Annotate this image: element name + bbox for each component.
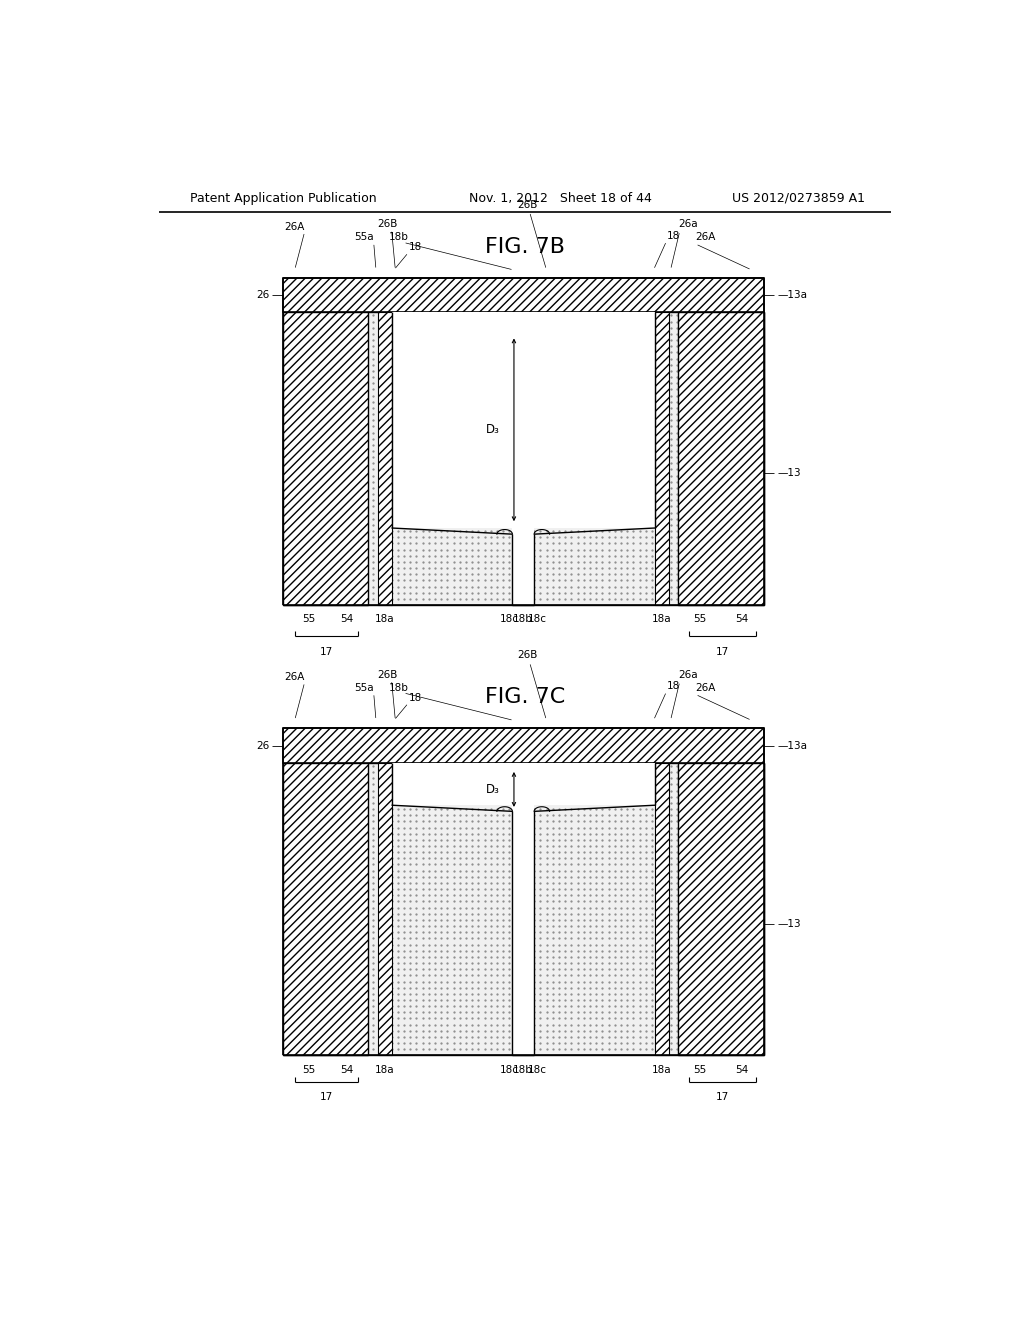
Text: 54: 54 xyxy=(340,1065,353,1074)
Bar xyxy=(283,763,764,1056)
Bar xyxy=(283,729,764,763)
Bar xyxy=(283,763,369,1056)
Bar xyxy=(391,313,655,528)
Text: 55a: 55a xyxy=(354,682,374,693)
Bar xyxy=(512,801,535,1056)
Text: 26B: 26B xyxy=(378,669,397,680)
Bar xyxy=(283,313,764,605)
Bar xyxy=(678,313,764,605)
Bar xyxy=(283,313,369,605)
Text: 18: 18 xyxy=(667,231,680,240)
Text: 17: 17 xyxy=(716,647,729,656)
Text: 18b: 18b xyxy=(513,1065,534,1074)
Text: 18a: 18a xyxy=(652,614,672,624)
Text: 18b: 18b xyxy=(513,614,534,624)
Text: —13: —13 xyxy=(777,919,801,929)
Text: 18c: 18c xyxy=(527,1065,547,1074)
Text: 26A: 26A xyxy=(285,672,305,682)
Text: 26B: 26B xyxy=(517,651,538,660)
Bar xyxy=(391,763,655,805)
Text: 26A: 26A xyxy=(285,222,305,231)
Text: US 2012/0273859 A1: US 2012/0273859 A1 xyxy=(732,191,865,205)
Text: 18c: 18c xyxy=(500,614,519,624)
Text: 26A: 26A xyxy=(695,682,716,693)
Text: —13a: —13a xyxy=(777,741,808,751)
Text: 54: 54 xyxy=(735,614,749,624)
Text: 54: 54 xyxy=(340,614,353,624)
Text: FIG. 7C: FIG. 7C xyxy=(484,688,565,708)
Text: 55a: 55a xyxy=(354,232,374,243)
Text: 26: 26 xyxy=(256,290,269,300)
Text: FIG. 7B: FIG. 7B xyxy=(484,238,565,257)
Text: 18b: 18b xyxy=(389,682,410,693)
Bar xyxy=(378,313,391,605)
Text: —13: —13 xyxy=(777,469,801,478)
Text: 18: 18 xyxy=(667,681,680,692)
Text: 26a: 26a xyxy=(678,219,698,230)
Text: Patent Application Publication: Patent Application Publication xyxy=(190,191,377,205)
Bar xyxy=(655,763,669,1056)
Text: 55: 55 xyxy=(302,1065,315,1074)
Text: 17: 17 xyxy=(319,1093,333,1102)
Text: 18c: 18c xyxy=(527,614,547,624)
Text: 17: 17 xyxy=(716,1093,729,1102)
Text: 26: 26 xyxy=(256,741,269,751)
Text: 55: 55 xyxy=(693,614,707,624)
Bar xyxy=(678,763,764,1056)
Text: 55: 55 xyxy=(302,614,315,624)
Text: 17: 17 xyxy=(319,647,333,656)
Text: 54: 54 xyxy=(735,1065,749,1074)
Text: 18: 18 xyxy=(409,693,422,702)
Text: D₃: D₃ xyxy=(486,424,500,437)
Text: 18a: 18a xyxy=(375,614,394,624)
Text: 26A: 26A xyxy=(695,232,716,243)
Text: 26B: 26B xyxy=(378,219,397,230)
Text: 18: 18 xyxy=(409,243,422,252)
Text: 26B: 26B xyxy=(517,201,538,210)
Text: —13a: —13a xyxy=(777,290,808,300)
Text: 26a: 26a xyxy=(678,669,698,680)
Text: D₃: D₃ xyxy=(486,783,500,796)
Bar xyxy=(655,313,669,605)
Bar xyxy=(378,763,391,1056)
Bar xyxy=(512,506,535,605)
Text: 18a: 18a xyxy=(652,1065,672,1074)
Text: 18a: 18a xyxy=(375,1065,394,1074)
Text: 55: 55 xyxy=(693,1065,707,1074)
Text: 18b: 18b xyxy=(389,232,410,243)
Bar xyxy=(283,277,764,313)
Text: 18c: 18c xyxy=(500,1065,519,1074)
Text: Nov. 1, 2012   Sheet 18 of 44: Nov. 1, 2012 Sheet 18 of 44 xyxy=(469,191,652,205)
